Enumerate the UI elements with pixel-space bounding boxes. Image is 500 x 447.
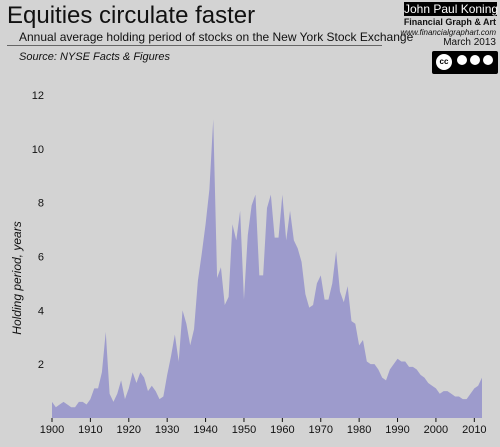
x-tick-label: 1990 xyxy=(385,424,409,436)
credit-org: Financial Graph & Art xyxy=(403,17,496,27)
source-note: Source: NYSE Facts & Figures xyxy=(19,51,170,63)
area-series-holding-period xyxy=(52,119,482,418)
cc-by-icon xyxy=(457,55,467,65)
cc-logo-icon: cc xyxy=(436,54,452,70)
y-tick-label: 12 xyxy=(32,90,44,102)
header-divider xyxy=(7,45,382,46)
x-tick-label: 1920 xyxy=(117,424,141,436)
x-tick-label: 1900 xyxy=(40,424,64,436)
credit-date: March 2013 xyxy=(443,37,496,48)
y-axis-ticks: 2 4 6 8 10 12 xyxy=(32,90,44,371)
x-tick-label: 1970 xyxy=(309,424,333,436)
y-tick-label: 6 xyxy=(38,252,44,264)
x-tick-label: 1980 xyxy=(347,424,371,436)
x-tick-label: 1930 xyxy=(155,424,179,436)
x-tick-label: 1940 xyxy=(193,424,217,436)
y-tick-label: 8 xyxy=(38,198,44,210)
x-tick-label: 1910 xyxy=(78,424,102,436)
credit-site: www.financialgraphart.com xyxy=(400,28,496,37)
x-tick-label: 2000 xyxy=(424,424,448,436)
x-tick-label: 1950 xyxy=(232,424,256,436)
y-axis-label: Holding period, years xyxy=(10,221,24,334)
chart-subtitle: Annual average holding period of stocks … xyxy=(19,30,414,44)
cc-nc-icon xyxy=(470,55,480,65)
cc-nd-icon xyxy=(483,55,493,65)
credit-author: John Paul Koning xyxy=(404,2,499,16)
y-tick-label: 2 xyxy=(38,359,44,371)
y-tick-label: 4 xyxy=(38,305,44,317)
x-tick-label: 1960 xyxy=(270,424,294,436)
x-tick-label: 2010 xyxy=(462,424,486,436)
y-tick-label: 10 xyxy=(32,144,44,156)
x-axis-ticks: 1900 1910 1920 1930 1940 1950 1960 1970 1980 1990… xyxy=(40,418,487,436)
creative-commons-badge-icon: cc xyxy=(432,51,498,74)
chart-title: Equities circulate faster xyxy=(7,2,256,29)
